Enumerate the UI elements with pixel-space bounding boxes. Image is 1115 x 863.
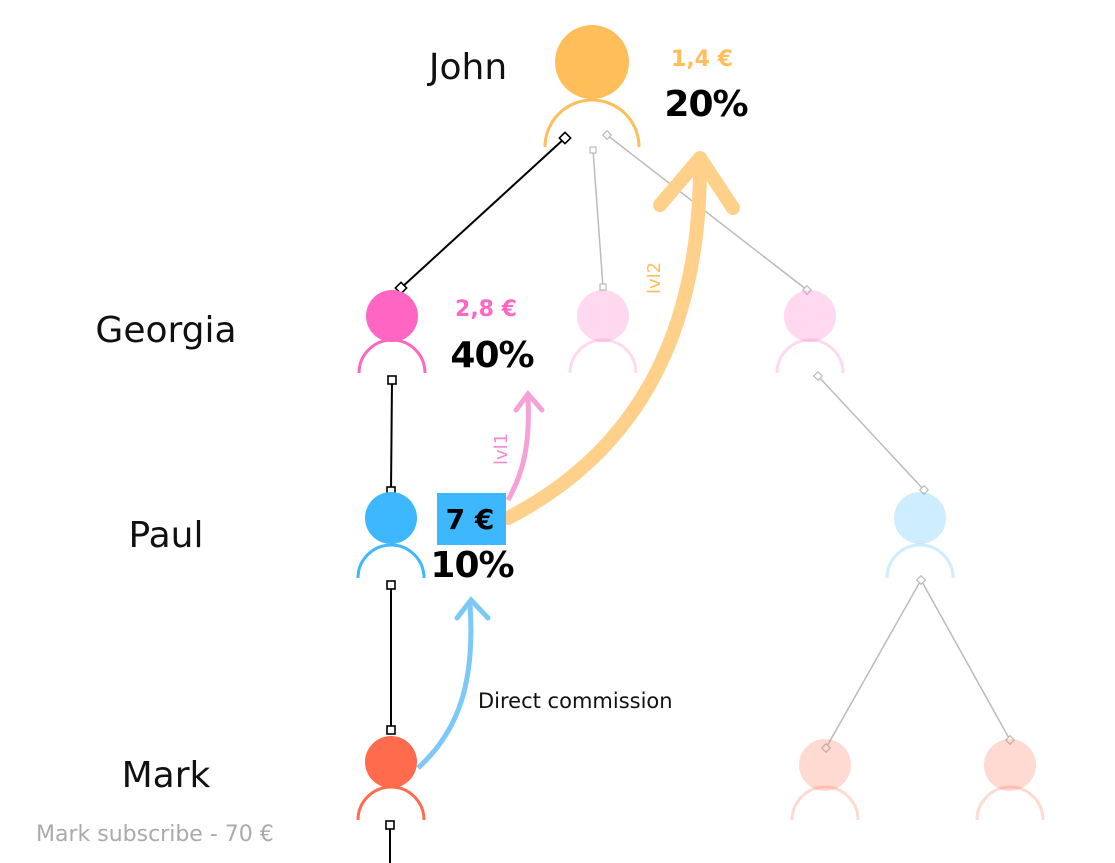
avatar-head <box>784 290 836 342</box>
percent: 40% <box>450 335 533 376</box>
faint-links <box>592 134 1011 749</box>
percent: 10% <box>430 545 513 586</box>
arrow-lvl1 <box>505 397 531 502</box>
avatar-body <box>357 338 427 374</box>
avatar-head <box>799 739 851 791</box>
avatar-head <box>365 736 417 788</box>
avatar-head <box>365 492 417 544</box>
avatar-head <box>577 290 629 342</box>
arrow-lvl2 <box>501 158 707 525</box>
avatars <box>356 25 1045 821</box>
avatar-body <box>356 543 426 579</box>
arrowhead-lvl2 <box>653 151 740 215</box>
person-name: Mark <box>122 755 211 796</box>
percent: 20% <box>664 84 747 125</box>
person-name: John <box>427 47 507 88</box>
faint-handles <box>589 129 1016 754</box>
avatar-body <box>975 785 1045 821</box>
arrowhead-lvl1 <box>513 390 545 413</box>
avatar-body <box>790 785 860 821</box>
amount: 2,8 € <box>455 297 517 322</box>
person-name: Paul <box>129 515 204 556</box>
amount: 7 € <box>446 503 495 536</box>
avatar-body <box>885 543 955 579</box>
person-name: Georgia <box>95 310 236 351</box>
main-handles <box>385 131 572 830</box>
avatar-body <box>568 338 638 374</box>
main-links <box>389 137 566 863</box>
avatar-body <box>543 98 641 148</box>
avatar-head <box>984 739 1036 791</box>
arrow-direct <box>416 603 474 770</box>
level-label: lvl1 <box>491 433 512 465</box>
avatar-body <box>356 785 426 821</box>
amount: 1,4 € <box>671 47 733 72</box>
avatar-body <box>775 338 845 374</box>
direct-label: Direct commission <box>478 689 673 713</box>
footer-note: Mark subscribe - 70 € <box>36 822 274 847</box>
avatar-head <box>894 492 946 544</box>
avatar-head <box>555 25 629 99</box>
amount-box <box>437 493 506 545</box>
level-label: lvl2 <box>644 262 665 294</box>
avatar-head <box>366 290 418 342</box>
arrowhead-direct <box>454 596 491 621</box>
